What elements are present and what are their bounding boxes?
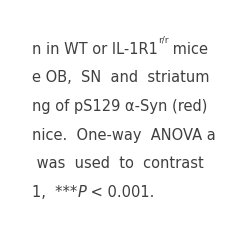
- Text: was  used  to  contrast: was used to contrast: [32, 156, 204, 171]
- Text: < 0.001.: < 0.001.: [86, 185, 154, 200]
- Text: 1,  ***: 1, ***: [32, 185, 77, 200]
- Text: n in WT or IL-1R1: n in WT or IL-1R1: [32, 42, 158, 57]
- Text: ng of pS129 α-Syn (red): ng of pS129 α-Syn (red): [32, 99, 207, 114]
- Text: P: P: [77, 185, 86, 200]
- Text: mice: mice: [168, 42, 208, 57]
- Text: r/r: r/r: [158, 36, 168, 44]
- Text: nice.  One-way  ANOVA a: nice. One-way ANOVA a: [32, 128, 216, 143]
- Text: e OB,  SN  and  striatum: e OB, SN and striatum: [32, 70, 209, 85]
